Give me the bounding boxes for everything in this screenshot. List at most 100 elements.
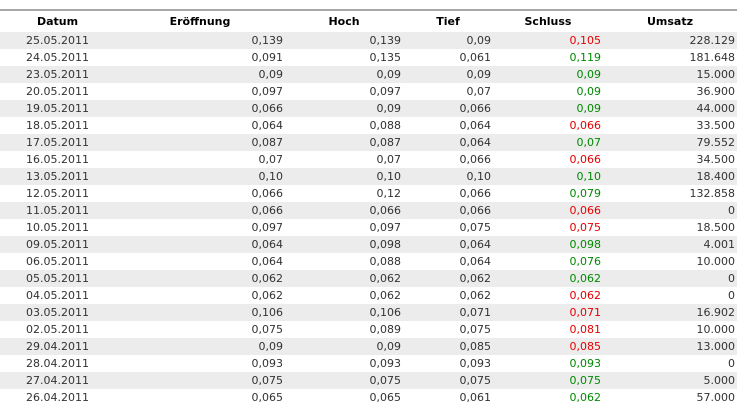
cell-eroeffnung: 0,07 (258, 153, 284, 166)
cell-datum: 19.05.2011 (26, 102, 89, 115)
table-row: 28.04.2011 0,093 0,093 0,093 0,093 0 (0, 355, 737, 372)
cell-tief: 0,064 (459, 119, 492, 132)
cell-eroeffnung: 0,062 (251, 272, 284, 285)
table-row: 23.05.2011 0,09 0,09 0,09 0,09 15.000 (0, 66, 737, 83)
cell-tief: 0,09 (466, 68, 492, 81)
table-row: 02.05.2011 0,075 0,089 0,075 0,081 10.000 (0, 321, 737, 338)
header-row: Datum Eröffnung Hoch Tief Schluss Umsatz (0, 10, 737, 32)
cell-tief: 0,066 (459, 102, 492, 115)
cell-schluss: 0,075 (569, 221, 602, 234)
cell-datum: 09.05.2011 (26, 238, 89, 251)
cell-hoch: 0,088 (369, 119, 402, 132)
cell-umsatz: 181.648 (689, 51, 736, 64)
cell-umsatz: 228.129 (689, 34, 736, 47)
cell-hoch: 0,062 (369, 289, 402, 302)
cell-tief: 0,066 (459, 187, 492, 200)
cell-eroeffnung: 0,091 (251, 51, 284, 64)
cell-tief: 0,061 (459, 391, 492, 404)
cell-umsatz: 0 (728, 289, 735, 302)
cell-hoch: 0,098 (369, 238, 402, 251)
cell-datum: 16.05.2011 (26, 153, 89, 166)
cell-datum: 11.05.2011 (26, 204, 89, 217)
cell-hoch: 0,088 (369, 255, 402, 268)
cell-tief: 0,09 (466, 34, 492, 47)
cell-tief: 0,075 (459, 221, 492, 234)
table-row: 10.05.2011 0,097 0,097 0,075 0,075 18.500 (0, 219, 737, 236)
cell-schluss: 0,09 (576, 68, 602, 81)
table-row: 13.05.2011 0,10 0,10 0,10 0,10 18.400 (0, 168, 737, 185)
table-row: 29.04.2011 0,09 0,09 0,085 0,085 13.000 (0, 338, 737, 355)
cell-schluss: 0,062 (569, 391, 602, 404)
cell-datum: 27.04.2011 (26, 374, 89, 387)
table-row: 09.05.2011 0,064 0,098 0,064 0,098 4.001 (0, 236, 737, 253)
cell-umsatz: 18.500 (696, 221, 736, 234)
table-row: 11.05.2011 0,066 0,066 0,066 0,066 0 (0, 202, 737, 219)
cell-schluss: 0,066 (569, 204, 602, 217)
cell-datum: 04.05.2011 (26, 289, 89, 302)
cell-umsatz: 0 (728, 204, 735, 217)
cell-datum: 24.05.2011 (26, 51, 89, 64)
cell-datum: 28.04.2011 (26, 357, 89, 370)
cell-eroeffnung: 0,064 (251, 119, 284, 132)
cell-datum: 12.05.2011 (26, 187, 89, 200)
cell-umsatz: 4.001 (703, 238, 736, 251)
cell-schluss: 0,10 (576, 170, 602, 183)
table-row: 16.05.2011 0,07 0,07 0,066 0,066 34.500 (0, 151, 737, 168)
cell-hoch: 0,075 (369, 374, 402, 387)
cell-schluss: 0,105 (569, 34, 602, 47)
cell-eroeffnung: 0,075 (251, 374, 284, 387)
cell-eroeffnung: 0,062 (251, 289, 284, 302)
cell-tief: 0,066 (459, 204, 492, 217)
cell-umsatz: 34.500 (696, 153, 736, 166)
table-row: 12.05.2011 0,066 0,12 0,066 0,079 132.858 (0, 185, 737, 202)
cell-datum: 18.05.2011 (26, 119, 89, 132)
cell-umsatz: 57.000 (696, 391, 736, 404)
cell-hoch: 0,10 (376, 170, 402, 183)
cell-schluss: 0,079 (569, 187, 602, 200)
cell-hoch: 0,097 (369, 85, 402, 98)
cell-schluss: 0,076 (569, 255, 602, 268)
column-header-umsatz: Umsatz (603, 10, 737, 32)
cell-schluss: 0,119 (569, 51, 602, 64)
cell-eroeffnung: 0,066 (251, 204, 284, 217)
cell-hoch: 0,093 (369, 357, 402, 370)
cell-datum: 20.05.2011 (26, 85, 89, 98)
cell-schluss: 0,075 (569, 374, 602, 387)
cell-eroeffnung: 0,087 (251, 136, 284, 149)
cell-umsatz: 33.500 (696, 119, 736, 132)
cell-eroeffnung: 0,093 (251, 357, 284, 370)
cell-tief: 0,093 (459, 357, 492, 370)
cell-datum: 06.05.2011 (26, 255, 89, 268)
cell-schluss: 0,081 (569, 323, 602, 336)
cell-hoch: 0,087 (369, 136, 402, 149)
cell-tief: 0,075 (459, 374, 492, 387)
cell-hoch: 0,065 (369, 391, 402, 404)
cell-eroeffnung: 0,097 (251, 85, 284, 98)
cell-tief: 0,062 (459, 272, 492, 285)
cell-umsatz: 132.858 (689, 187, 736, 200)
table-row: 03.05.2011 0,106 0,106 0,071 0,071 16.902 (0, 304, 737, 321)
cell-eroeffnung: 0,106 (251, 306, 284, 319)
column-header-datum: Datum (0, 10, 115, 32)
cell-schluss: 0,085 (569, 340, 602, 353)
column-header-tief: Tief (403, 10, 493, 32)
cell-eroeffnung: 0,064 (251, 255, 284, 268)
cell-schluss: 0,062 (569, 272, 602, 285)
cell-hoch: 0,139 (369, 34, 402, 47)
cell-datum: 29.04.2011 (26, 340, 89, 353)
cell-hoch: 0,097 (369, 221, 402, 234)
cell-hoch: 0,106 (369, 306, 402, 319)
column-header-schluss: Schluss (493, 10, 603, 32)
table-row: 19.05.2011 0,066 0,09 0,066 0,09 44.000 (0, 100, 737, 117)
cell-tief: 0,071 (459, 306, 492, 319)
cell-umsatz: 0 (728, 272, 735, 285)
cell-tief: 0,064 (459, 255, 492, 268)
cell-tief: 0,064 (459, 136, 492, 149)
cell-tief: 0,075 (459, 323, 492, 336)
table-row: 27.04.2011 0,075 0,075 0,075 0,075 5.000 (0, 372, 737, 389)
cell-datum: 02.05.2011 (26, 323, 89, 336)
cell-hoch: 0,09 (376, 68, 402, 81)
cell-umsatz: 5.000 (703, 374, 736, 387)
cell-hoch: 0,135 (369, 51, 402, 64)
table-row: 24.05.2011 0,091 0,135 0,061 0,119 181.648 (0, 49, 737, 66)
